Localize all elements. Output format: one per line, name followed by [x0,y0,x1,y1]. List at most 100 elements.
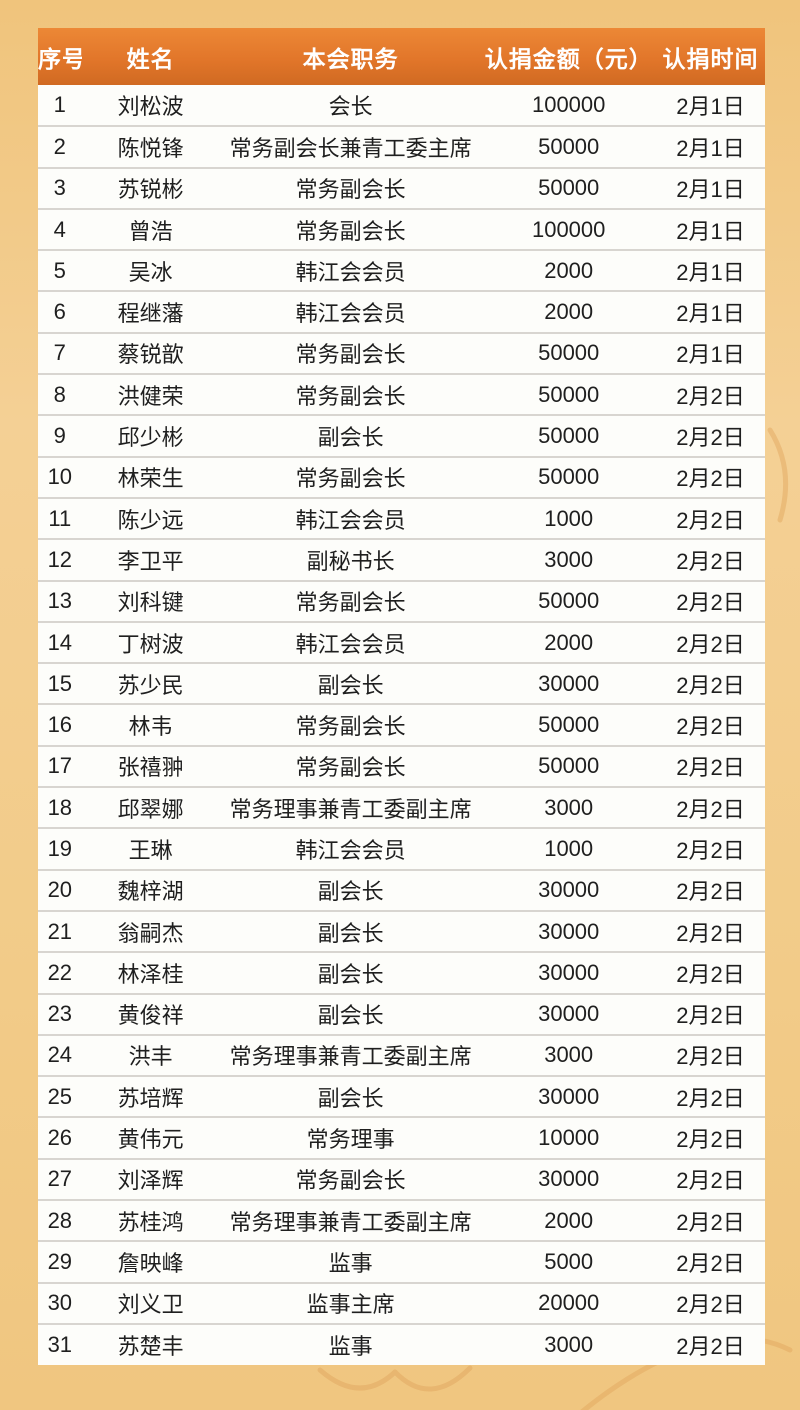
cell-name: 洪丰 [81,1033,220,1077]
cell-index: 13 [38,579,82,622]
cell-date: 2月2日 [655,455,765,498]
cell-index: 20 [38,868,82,911]
cell-index: 26 [38,1116,82,1159]
cell-amount: 50000 [481,331,656,375]
cell-date: 2月2日 [655,1033,765,1077]
cell-name: 刘义卫 [81,1281,220,1324]
cell-name: 魏梓湖 [81,868,220,911]
cell-name: 苏楚丰 [81,1322,220,1366]
cell-name: 黄伟元 [81,1116,220,1159]
cell-role: 常务副会长 [219,373,482,416]
cell-role: 常务理事 [219,1116,482,1159]
cell-name: 翁嗣杰 [81,909,220,953]
cell-name: 黄俊祥 [81,992,220,1035]
column-header-role: 本会职务 [219,28,482,85]
cell-index: 8 [38,373,82,416]
cell-amount: 2000 [481,249,656,292]
cell-index: 7 [38,331,82,375]
cell-amount: 50000 [481,455,656,498]
table-row: 16 林韦 常务副会长 50000 2月2日 [38,703,765,746]
cell-index: 14 [38,620,82,664]
table-row: 25 苏培辉 副会长 30000 2月2日 [38,1075,765,1118]
cell-amount: 3000 [481,1322,656,1366]
table-row: 19 王琳 韩江会会员 1000 2月2日 [38,827,765,870]
cell-amount: 2000 [481,1199,656,1242]
cell-role: 常务副会长 [219,166,482,209]
cell-name: 邱翠娜 [81,786,220,829]
cell-index: 30 [38,1281,82,1324]
cell-index: 27 [38,1157,82,1201]
table-row: 30 刘义卫 监事主席 20000 2月2日 [38,1281,765,1324]
cell-amount: 3000 [481,1033,656,1077]
cell-date: 2月2日 [655,579,765,622]
cell-index: 12 [38,538,82,581]
table-row: 29 詹映峰 监事 5000 2月2日 [38,1240,765,1283]
cell-date: 2月2日 [655,1116,765,1159]
cell-date: 2月2日 [655,1281,765,1324]
cell-date: 2月1日 [655,207,765,251]
cell-role: 副会长 [219,868,482,911]
table-row: 27 刘泽辉 常务副会长 30000 2月2日 [38,1157,765,1201]
cell-index: 10 [38,455,82,498]
cell-amount: 50000 [481,703,656,746]
cell-index: 23 [38,992,82,1035]
table-row: 26 黄伟元 常务理事 10000 2月2日 [38,1116,765,1159]
cell-date: 2月2日 [655,1240,765,1283]
cell-name: 苏锐彬 [81,166,220,209]
cell-index: 1 [53,92,66,118]
table-row: 21 翁嗣杰 副会长 30000 2月2日 [38,909,765,953]
cell-role: 韩江会会员 [219,249,482,292]
cell-date: 2月1日 [676,94,745,120]
cell-name: 邱少彬 [81,414,220,457]
table-row: 2 陈悦锋 常务副会长兼青工委主席 50000 2月1日 [38,125,765,168]
table-row: 22 林泽桂 副会长 30000 2月2日 [38,951,765,994]
table-row: 17 张禧翀 常务副会长 50000 2月2日 [38,744,765,788]
cell-index: 24 [38,1033,82,1077]
cell-name: 林韦 [81,703,220,746]
table-row: 13 刘科键 常务副会长 50000 2月2日 [38,579,765,622]
cell-index: 18 [38,786,82,829]
cell-role: 常务理事兼青工委副主席 [219,1033,482,1077]
table-row: 31 苏楚丰 监事 3000 2月2日 [38,1322,765,1366]
cell-amount: 100000 [481,207,656,251]
cell-role: 会长 [328,94,373,120]
table-row: 11 陈少远 韩江会会员 1000 2月2日 [38,496,765,540]
decor-curve-bottom-left [317,1367,398,1391]
cell-role: 常务副会长 [219,455,482,498]
cell-date: 2月2日 [655,538,765,581]
column-header-date: 认捐时间 [655,28,765,85]
cell-index: 21 [38,909,82,953]
cell-index: 9 [38,414,82,457]
cell-name: 陈悦锋 [81,125,220,168]
cell-name: 林泽桂 [81,951,220,994]
cell-name: 苏培辉 [81,1075,220,1118]
cell-index: 25 [38,1075,82,1118]
cell-date: 2月2日 [655,827,765,870]
cell-date: 2月2日 [655,992,765,1035]
cell-role: 副会长 [219,951,482,994]
cell-date: 2月2日 [655,951,765,994]
table-row: 8 洪健荣 常务副会长 50000 2月2日 [38,373,765,416]
cell-date: 2月2日 [655,373,765,416]
cell-role: 常务副会长 [219,207,482,251]
donation-table: 序号 姓名 本会职务 认捐金额（元） 认捐时间 1 刘松波 会长 100000 2月1日 2 陈悦锋… [38,28,765,1366]
cell-role: 韩江会会员 [219,620,482,664]
cell-amount: 30000 [481,1075,656,1118]
cell-role: 副会长 [219,1075,482,1118]
cell-name: 王琳 [81,827,220,870]
cell-date: 2月2日 [655,703,765,746]
column-header-index: 序号 [38,28,82,85]
donation-table-grid: 序号 姓名 本会职务 认捐金额（元） 认捐时间 1 刘松波 会长 100000 2月1日 2 陈悦锋… [38,28,765,1366]
cell-amount: 2000 [481,620,656,664]
table-row: 18 邱翠娜 常务理事兼青工委副主席 3000 2月2日 [38,786,765,829]
cell-date: 2月1日 [655,290,765,333]
cell-index: 3 [38,166,82,209]
cell-name: 曾浩 [81,207,220,251]
table-row: 6 程继藩 韩江会会员 2000 2月1日 [38,290,765,333]
cell-index: 19 [38,827,82,870]
cell-role: 副秘书长 [219,538,482,581]
cell-name: 程继藩 [81,290,220,333]
cell-index: 6 [38,290,82,333]
cell-role: 常务副会长 [219,331,482,375]
cell-role: 常务副会长 [219,1157,482,1201]
